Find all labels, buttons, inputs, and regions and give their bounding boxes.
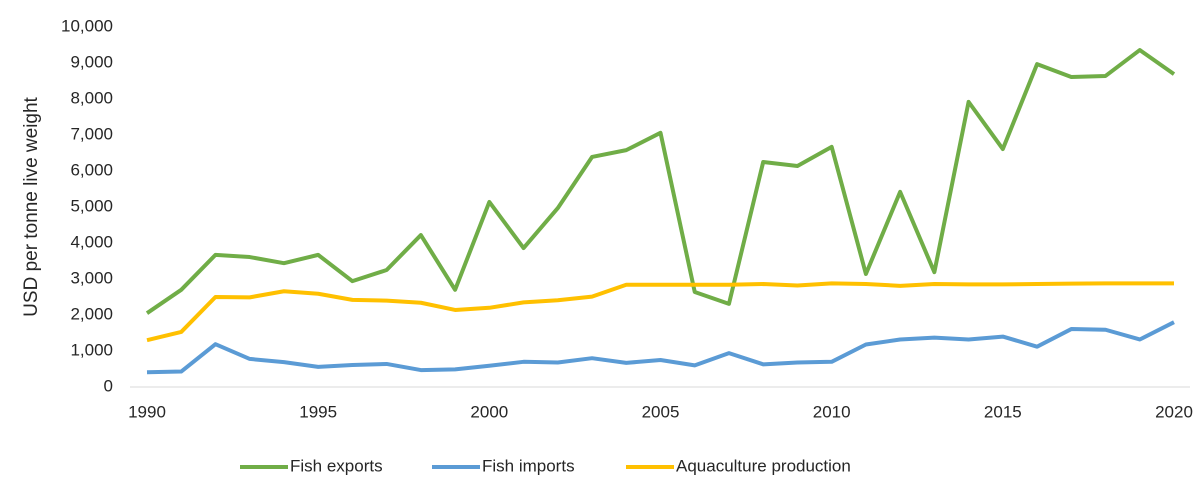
y-tick-label: 8,000 — [70, 88, 113, 107]
legend-label: Aquaculture production — [676, 456, 851, 475]
legend-label: Fish exports — [290, 456, 383, 475]
series-line — [145, 48, 1176, 315]
series-line — [146, 320, 1175, 375]
x-tick-label: 2000 — [470, 402, 508, 421]
x-tick-label: 2020 — [1155, 402, 1193, 421]
y-tick-label: 2,000 — [70, 304, 113, 323]
y-tick-label: 7,000 — [70, 124, 113, 143]
x-tick-label: 1990 — [128, 402, 166, 421]
x-tick-label: 1995 — [299, 402, 337, 421]
y-tick-label: 9,000 — [70, 52, 113, 71]
series-line — [146, 281, 1174, 343]
x-tick-label: 2015 — [984, 402, 1022, 421]
x-tick-label: 2010 — [813, 402, 851, 421]
y-tick-label: 3,000 — [70, 268, 113, 287]
y-tick-label: 1,000 — [70, 340, 113, 359]
y-tick-label: 10,000 — [61, 16, 113, 35]
y-tick-label: 4,000 — [70, 232, 113, 251]
x-tick-label: 2005 — [642, 402, 680, 421]
y-tick-label: 0 — [104, 376, 113, 395]
legend-label: Fish imports — [482, 456, 575, 475]
y-tick-label: 5,000 — [70, 196, 113, 215]
y-tick-label: 6,000 — [70, 160, 113, 179]
y-axis-title: USD per tonne live weight — [21, 96, 42, 316]
